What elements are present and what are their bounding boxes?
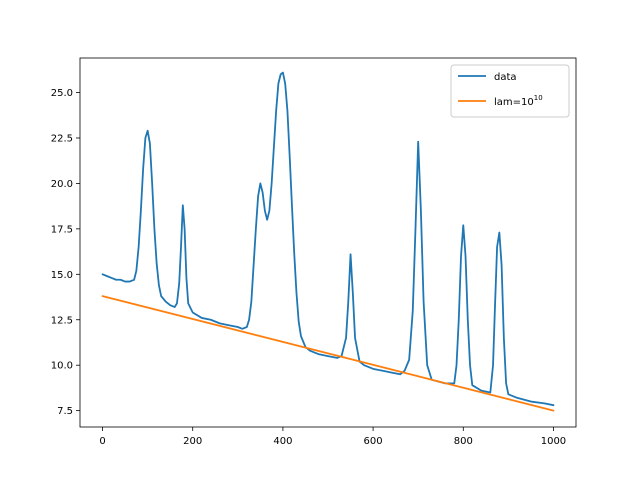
- series-line-data: [101, 71, 555, 407]
- y-tick-label: 22.5: [51, 133, 73, 144]
- y-tick-label: 7.5: [57, 406, 73, 417]
- x-tick-label: 600: [364, 436, 383, 447]
- legend-fit-prefix: lam=10: [494, 97, 534, 108]
- legend: data lam=1010: [450, 64, 570, 118]
- y-tick-label: 15.0: [51, 270, 73, 281]
- legend-fit-exponent: 10: [534, 94, 543, 102]
- legend-fit-label: lam=1010: [494, 94, 543, 108]
- series-layer: [101, 71, 555, 412]
- legend-data-label: data: [494, 72, 517, 83]
- series-line-fit: [101, 295, 555, 412]
- y-tick-label: 17.5: [51, 224, 73, 235]
- axes-frame: [79, 57, 577, 428]
- y-tick-label: 12.5: [51, 315, 73, 326]
- x-axis-ticks: 0 200 400 600 800 1000: [99, 427, 566, 447]
- y-tick-label: 25.0: [51, 88, 73, 99]
- x-tick-label: 1000: [541, 436, 566, 447]
- legend-box: [450, 64, 570, 118]
- x-tick-label: 800: [454, 436, 473, 447]
- x-tick-label: 400: [273, 436, 292, 447]
- y-axis-ticks: 7.5 10.0 12.5 15.0 17.5 20.0 22.5 25.0: [51, 88, 80, 417]
- y-tick-label: 10.0: [51, 361, 73, 372]
- x-tick-label: 0: [99, 436, 105, 447]
- x-tick-label: 200: [183, 436, 202, 447]
- y-tick-label: 20.0: [51, 179, 73, 190]
